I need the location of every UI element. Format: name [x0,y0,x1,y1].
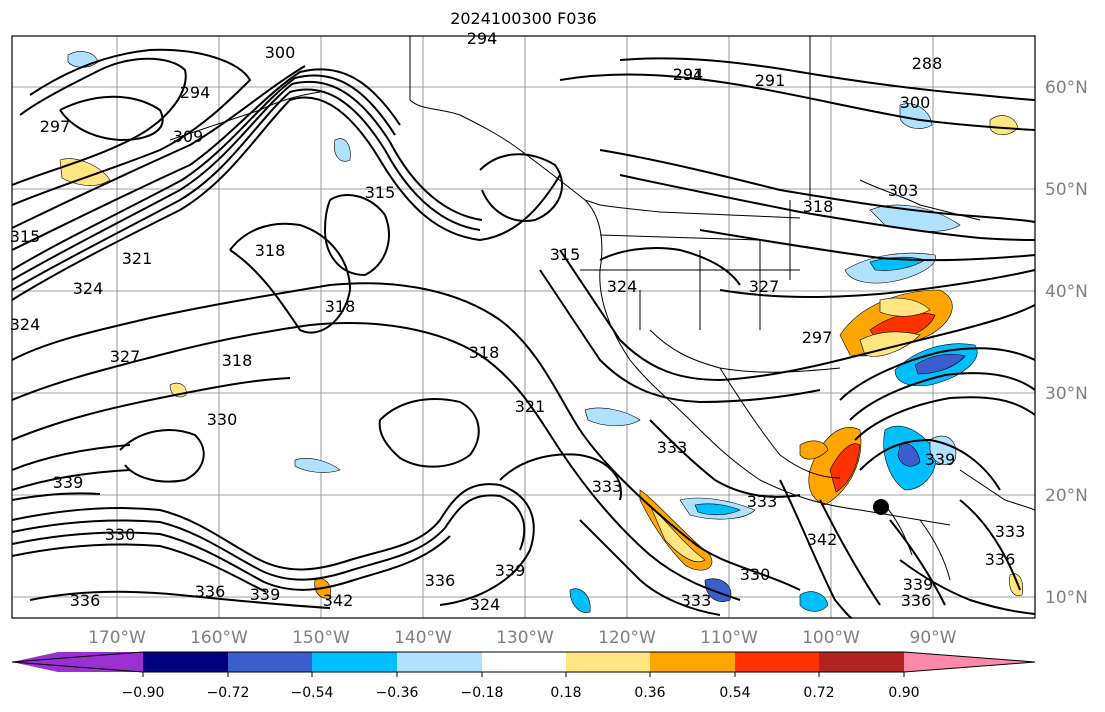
contour-label: 333 [995,522,1026,541]
colorbar-tick-label: 0.90 [888,685,919,701]
colorbar-segment [143,652,228,672]
contour-label: 291 [673,65,704,84]
contour-label: 330 [105,525,136,544]
observation-point [873,499,889,515]
contour-label: 336 [901,591,932,610]
contour-label: 321 [122,249,153,268]
latitude-label: 60°N [1045,78,1088,98]
map-frame [11,35,1036,619]
latitude-label: 20°N [1045,486,1088,506]
colorbar-tick-label: 0.36 [634,685,665,701]
longitude-label: 150°W [292,628,350,648]
map-title: 2024100300 F036 [450,9,597,28]
contour-label: 288 [912,54,943,73]
latitude-label: 10°N [1045,588,1088,608]
contour-label: 315 [10,227,41,246]
contour-label: 339 [925,450,956,469]
latitude-label: 40°N [1045,282,1088,302]
colorbar-tick-label: −0.18 [461,685,504,701]
latitude-labels: 60°N 50°N 40°N 30°N 20°N 10°N [1045,78,1088,608]
lat-lon-grid [12,36,1035,618]
colorbar-tick-labels: −0.90 −0.72 −0.54 −0.36 −0.18 0.18 0.36 0.54 0.7… [122,672,920,701]
contour-label: 339 [495,561,526,580]
colorbar-segment [650,652,735,672]
contour-label: 324 [470,595,501,614]
colorbar-tick-label: 0.72 [803,685,834,701]
contour-label: 336 [70,591,101,610]
contour-label: 336 [985,550,1016,569]
contour-label: 333 [747,492,778,511]
contour-label: 333 [681,591,712,610]
colorbar-segment [819,652,904,672]
contour-label: 342 [323,591,354,610]
contours [11,48,1036,619]
contour-label: 318 [325,297,356,316]
longitude-label: 160°W [190,628,248,648]
colorbar-segment [228,652,312,672]
colorbar-segment [566,652,650,672]
colorbar-tick-label: −0.72 [207,685,250,701]
contour-label: 327 [110,347,141,366]
contour-label: 315 [365,183,396,202]
contour-label: 342 [807,530,838,549]
contour-label: 294 [673,65,704,84]
contour-label: 294 [180,83,211,102]
latitude-label: 50°N [1045,180,1088,200]
colorbar-tick-label: 0.18 [550,685,581,701]
contour-label: 339 [53,473,84,492]
longitude-label: 120°W [598,628,656,648]
longitude-label: 90°W [910,628,957,648]
coastlines [169,36,1036,581]
colorbar-segment [397,652,482,672]
contour-label: 321 [515,397,546,416]
contour-label: 294 [467,29,498,48]
longitude-labels: 170°W 160°W 150°W 140°W 130°W 120°W 110°W 100°W… [88,628,957,648]
contour-label: 318 [255,241,286,260]
contour-label: 336 [195,582,226,601]
contour-label: 324 [607,277,638,296]
colorbar-extend-max [904,652,1035,672]
contour-label: 315 [550,245,581,264]
colorbar-tick-label: −0.90 [122,685,165,701]
contour-label: 318 [469,343,500,362]
contour-label: 336 [425,571,456,590]
latitude-label: 30°N [1045,384,1088,404]
contour-label: 333 [592,477,623,496]
longitude-label: 110°W [700,628,758,648]
colorbar-segment [735,652,819,672]
colorbar-segment [312,652,397,672]
colorbar [11,651,1036,673]
longitude-label: 170°W [88,628,146,648]
colorbar-tick-label: −0.36 [376,685,419,701]
contour-label: 339 [250,585,281,604]
contour-label: 300 [900,93,931,112]
contour-label: 333 [657,438,688,457]
contour-label: 324 [10,315,41,334]
colorbar-tick-label: −0.54 [291,685,334,701]
contour-label: 330 [207,410,238,429]
contour-label: 324 [73,279,104,298]
contour-label: 291 [755,71,786,90]
longitude-label: 140°W [394,628,452,648]
colorbar-tick-label: 0.54 [719,685,750,701]
longitude-label: 100°W [802,628,860,648]
contour-label: 327 [749,277,780,296]
longitude-label: 130°W [496,628,554,648]
contour-label: 297 [40,117,71,136]
contour-label: 297 [802,328,833,347]
shaded-field [59,51,1023,613]
contour-label: 330 [740,565,771,584]
contour-label: 300 [265,43,296,62]
contour-label: 303 [888,181,919,200]
colorbar-segment [482,652,566,672]
contour-label: 318 [222,351,253,370]
contour-label: 318 [803,197,834,216]
contour-label: 309 [173,127,204,146]
colorbar-extend-min [12,652,143,672]
contour-label: 339 [903,575,934,594]
